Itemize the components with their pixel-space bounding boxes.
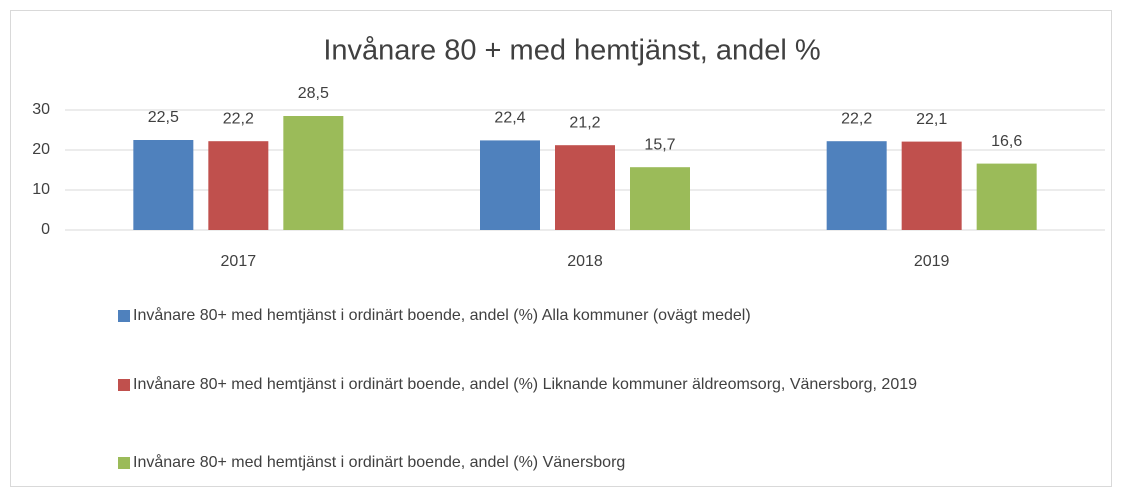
data-label: 21,2 [569,114,600,131]
y-tick-label: 0 [41,221,50,238]
legend-item: Invånare 80+ med hemtjänst i ordinärt bo… [118,304,751,328]
data-label: 22,1 [916,111,947,128]
legend-swatch [118,379,130,391]
bar [283,116,344,230]
bar [480,140,540,230]
legend-label: Invånare 80+ med hemtjänst i ordinärt bo… [133,454,626,471]
data-label: 22,4 [494,110,525,127]
data-label: 22,2 [841,110,872,127]
legend-label: Invånare 80+ med hemtjänst i ordinärt bo… [133,307,751,324]
y-tick-label: 10 [32,181,50,198]
x-tick-label: 2017 [221,253,257,270]
bar [208,141,269,230]
data-label: 22,5 [148,109,179,126]
x-tick-label: 2018 [567,253,603,270]
bar [133,140,194,230]
data-label: 15,7 [644,136,675,153]
y-tick-label: 30 [32,101,50,118]
y-tick-label: 20 [32,141,50,158]
legend-label: Invånare 80+ med hemtjänst i ordinärt bo… [133,376,918,393]
bar [555,145,615,230]
legend-swatch [118,457,130,469]
bar [630,167,690,230]
legend-item: Invånare 80+ med hemtjänst i ordinärt bo… [118,451,625,475]
legend-item: Invånare 80+ med hemtjänst i ordinärt bo… [118,373,917,397]
bar [901,141,962,230]
chart-title: Invånare 80 + med hemtjänst, andel % [323,35,820,67]
data-label: 16,6 [991,133,1022,150]
chart-border [10,10,1112,487]
bar [976,163,1037,230]
bar [826,141,887,230]
legend-swatch [118,310,130,322]
data-label: 28,5 [298,85,329,102]
x-tick-label: 2019 [914,253,950,270]
data-label: 22,2 [223,110,254,127]
